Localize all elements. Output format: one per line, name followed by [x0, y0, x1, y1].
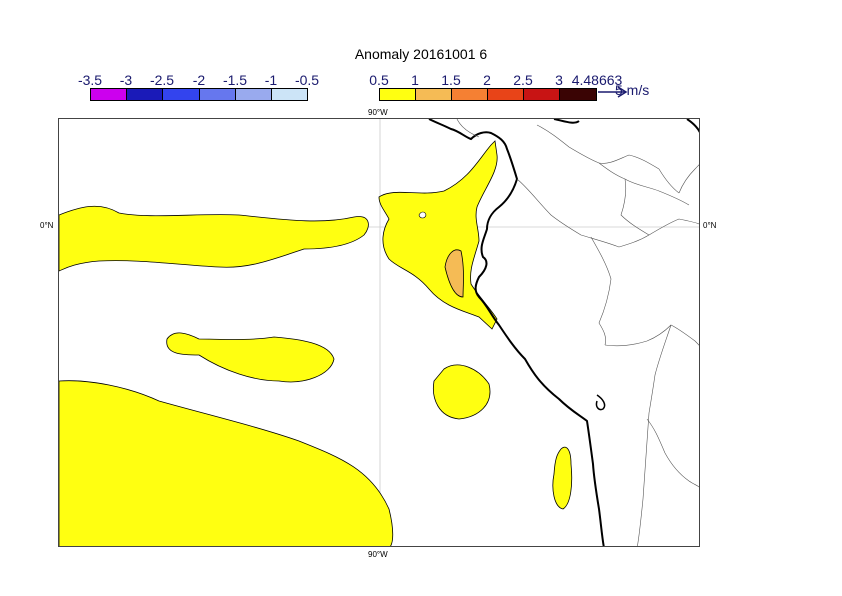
map-panel	[58, 118, 700, 547]
cb-neg-label: -0.5	[294, 72, 320, 88]
lon-label-bottom: 90°W	[368, 550, 388, 559]
coastline-south-bay	[595, 394, 606, 411]
cb-pos-label: 2.5	[513, 72, 533, 88]
cb-pos-swatch	[415, 88, 452, 101]
cb-neg-label: -3	[119, 72, 133, 88]
cb-neg-label: -2.5	[149, 72, 175, 88]
cb-pos-swatch	[379, 88, 416, 101]
map-title: Anomaly 20161001 6	[354, 46, 488, 62]
anomaly-region-equatorial-west	[59, 205, 369, 272]
coastline	[428, 119, 605, 546]
cb-pos-swatch	[451, 88, 488, 101]
cb-neg-swatch	[162, 88, 200, 101]
cb-pos-label: 0.5	[369, 72, 389, 88]
cb-neg-swatch	[235, 88, 272, 101]
cb-neg-label: -2	[192, 72, 206, 88]
lon-label-top: 90°W	[368, 108, 388, 117]
cb-pos-swatch	[559, 88, 597, 101]
anomaly-region-small-hole	[418, 211, 427, 219]
vector-unit-label: 5 m/s	[615, 82, 650, 98]
cb-pos-label: 1.5	[441, 72, 461, 88]
anomaly-region-southeast-2	[552, 446, 573, 510]
cb-neg-swatch	[90, 88, 127, 101]
anomaly-region-orange	[444, 249, 464, 298]
cb-neg-label: -3.5	[77, 72, 103, 88]
cb-neg-label: -1	[264, 72, 278, 88]
cb-pos-label: 1	[411, 72, 419, 88]
cb-pos-swatch	[523, 88, 560, 101]
lat-label-right: 0°N	[703, 221, 717, 230]
cb-pos-label: 2	[483, 72, 491, 88]
cb-pos-label: 4.48663	[571, 72, 623, 88]
anomaly-region-southwest-1	[166, 332, 335, 383]
anomaly-region-galapagos	[378, 140, 498, 330]
map-svg	[59, 119, 699, 546]
coastline-ne-corner	[686, 119, 699, 133]
cb-pos-swatch	[487, 88, 524, 101]
vector-reference-arrow-icon	[598, 86, 628, 98]
anomaly-region-southeast-1	[432, 364, 491, 420]
anomaly-region-southwest-2	[59, 380, 394, 546]
country-borders	[456, 119, 699, 546]
cb-neg-label: -1.5	[222, 72, 248, 88]
cb-neg-swatch	[126, 88, 163, 101]
cb-neg-swatch	[199, 88, 236, 101]
cb-neg-swatch	[271, 88, 308, 101]
lat-label-left: 0°N	[40, 221, 54, 230]
coastline-north	[553, 119, 580, 124]
cb-pos-label: 3	[555, 72, 563, 88]
